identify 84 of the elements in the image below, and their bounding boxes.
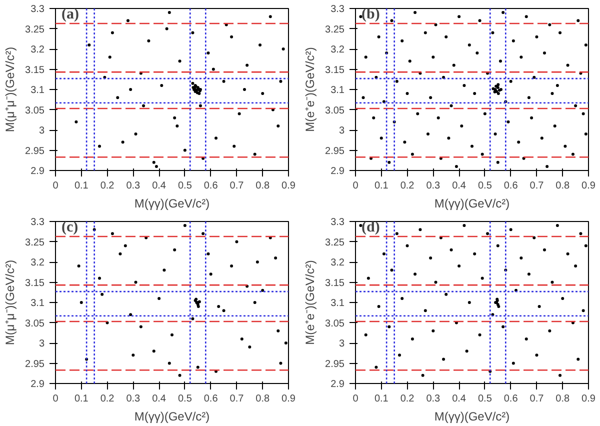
- y-tick-label: 3.25: [25, 24, 45, 36]
- y-tick-label: 2.9: [330, 379, 345, 390]
- x-tick-label: 0.9: [282, 180, 296, 192]
- x-tick-label: 0.6: [504, 394, 518, 404]
- y-tick-label: 3.25: [25, 237, 45, 248]
- y-tick-label: 3: [38, 126, 45, 136]
- y-tick-label: 3.05: [325, 318, 345, 330]
- y-tick-label: 3.05: [325, 105, 345, 116]
- y-tick-label: 3.05: [25, 105, 45, 116]
- x-tick-label: 0.7: [230, 180, 244, 192]
- x-tick-label: 0.1: [374, 180, 389, 192]
- y-tick-label: 2.9: [30, 379, 45, 390]
- x-tick-label: 0.2: [400, 394, 415, 404]
- y-tick-label: 3.25: [325, 237, 345, 248]
- y-tick-label: 3.3: [330, 4, 345, 15]
- y-tick-label: 3.15: [325, 278, 345, 289]
- x-tick-label: 0.8: [556, 394, 570, 404]
- y-tick-label: 3: [338, 338, 345, 350]
- y-tick-label: 3: [338, 126, 345, 136]
- y-tick-label: 3.2: [30, 258, 45, 268]
- x-tick-label: 0.4: [452, 180, 466, 192]
- x-tick-label: 0.2: [100, 394, 115, 404]
- x-axis-title: M(γγ)(GeV/c²): [434, 196, 510, 210]
- x-tick-label: 0.7: [530, 180, 544, 192]
- x-tick-label: 0.1: [74, 180, 89, 192]
- x-tick-label: 0.5: [178, 394, 192, 404]
- x-tick-label: 0.5: [478, 180, 492, 192]
- x-tick-label: 0.4: [152, 180, 166, 192]
- x-tick-label: 0.1: [374, 394, 389, 404]
- x-tick-label: 0.5: [178, 180, 192, 192]
- x-tick-label: 0: [352, 180, 359, 192]
- y-tick-label: 3: [38, 338, 45, 350]
- x-tick-label: 0.8: [256, 180, 270, 192]
- x-tick-label: 0.9: [582, 394, 596, 404]
- y-axis-title: M(e⁺e⁻)(GeV/c²): [303, 47, 318, 132]
- x-axis-title: M(γγ)(GeV/c²): [134, 410, 210, 424]
- y-tick-label: 3.1: [330, 298, 345, 309]
- y-tick-label: 3.05: [25, 318, 45, 330]
- x-tick-label: 0: [352, 394, 359, 404]
- x-tick-label: 0: [52, 180, 59, 192]
- x-axis-title: M(γγ)(GeV/c²): [134, 196, 210, 210]
- x-tick-label: 0.6: [504, 180, 518, 192]
- y-tick-label: 2.95: [325, 358, 345, 370]
- x-tick-label: 0.4: [152, 394, 166, 404]
- y-tick-label: 2.9: [30, 166, 45, 177]
- y-tick-label: 3.1: [30, 85, 45, 96]
- y-axis-title: M(μ⁺μ⁻)(GeV/c²): [3, 46, 18, 132]
- x-tick-label: 0.9: [282, 394, 296, 404]
- y-tick-label: 3.15: [325, 64, 345, 76]
- y-tick-label: 2.95: [25, 146, 45, 157]
- x-tick-label: 0.1: [74, 394, 89, 404]
- x-tick-label: 0.4: [452, 394, 466, 404]
- x-axis-title: M(γγ)(GeV/c²): [434, 410, 510, 424]
- x-tick-label: 0.8: [556, 180, 570, 192]
- x-tick-label: 0.2: [400, 180, 415, 192]
- x-tick-label: 0.3: [426, 394, 441, 404]
- y-tick-label: 3.2: [330, 44, 345, 56]
- x-tick-label: 0.3: [426, 180, 441, 192]
- y-axis-title: M(e⁺e⁻)(GeV/c²): [303, 260, 318, 345]
- x-tick-label: 0: [52, 394, 59, 404]
- x-tick-label: 0.9: [582, 180, 596, 192]
- y-tick-label: 3.2: [30, 44, 45, 56]
- y-axis-title: M(μ⁺μ⁻)(GeV/c²): [3, 260, 18, 346]
- y-tick-label: 3.25: [325, 24, 345, 36]
- x-tick-label: 0.6: [204, 394, 218, 404]
- y-tick-label: 3.2: [330, 258, 345, 268]
- x-tick-label: 0.3: [126, 180, 141, 192]
- y-tick-label: 2.95: [325, 146, 345, 157]
- y-tick-label: 3.3: [30, 217, 45, 228]
- y-tick-label: 3.1: [330, 85, 345, 96]
- x-tick-label: 0.3: [126, 394, 141, 404]
- x-tick-label: 0.7: [230, 394, 244, 404]
- y-tick-label: 2.95: [25, 358, 45, 370]
- x-tick-label: 0.2: [100, 180, 115, 192]
- x-tick-label: 0.6: [204, 180, 218, 192]
- y-tick-label: 3.15: [25, 64, 45, 76]
- x-tick-label: 0.7: [530, 394, 544, 404]
- y-tick-label: 3.15: [25, 278, 45, 289]
- y-tick-label: 3.3: [30, 4, 45, 15]
- y-tick-label: 2.9: [330, 166, 345, 177]
- x-tick-label: 0.5: [478, 394, 492, 404]
- y-tick-label: 3.1: [30, 298, 45, 309]
- x-tick-label: 0.8: [256, 394, 270, 404]
- y-tick-label: 3.3: [330, 217, 345, 228]
